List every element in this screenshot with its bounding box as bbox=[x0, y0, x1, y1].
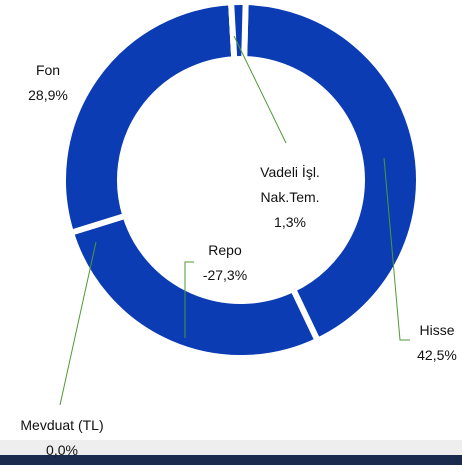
donut-segment bbox=[241, 0, 422, 344]
value-label: 1,3% bbox=[274, 214, 306, 230]
donut-segment bbox=[60, 0, 238, 236]
category-label: Repo bbox=[208, 242, 242, 258]
data-label: Vadeli İşl. Nak.Tem. 1,3% bbox=[245, 160, 335, 235]
category-label: Mevduat (TL) bbox=[20, 417, 104, 433]
footer-bar bbox=[0, 455, 462, 465]
data-label: Fon 28,9% bbox=[18, 58, 78, 108]
leader-lines bbox=[59, 35, 410, 406]
value-label: -27,3% bbox=[202, 267, 248, 283]
leader-line bbox=[59, 241, 97, 406]
leader-line bbox=[233, 35, 287, 144]
data-label: Hisse 42,5% bbox=[402, 318, 462, 368]
value-label: 42,5% bbox=[417, 347, 457, 363]
donut-segment bbox=[67, 212, 321, 361]
value-label: 0,0% bbox=[46, 442, 78, 458]
value-label: 28,9% bbox=[28, 87, 68, 103]
data-label: Mevduat (TL) 0,0% bbox=[7, 413, 117, 463]
category-label: Fon bbox=[35, 62, 61, 78]
leader-line bbox=[184, 261, 194, 338]
data-label: Repo -27,3% bbox=[185, 238, 265, 288]
category-label: Vadeli İşl. Nak.Tem. bbox=[260, 164, 320, 205]
leader-line bbox=[383, 157, 410, 341]
footer-band bbox=[0, 440, 462, 455]
donut-segment bbox=[228, 0, 249, 63]
category-label: Hisse bbox=[419, 322, 455, 338]
